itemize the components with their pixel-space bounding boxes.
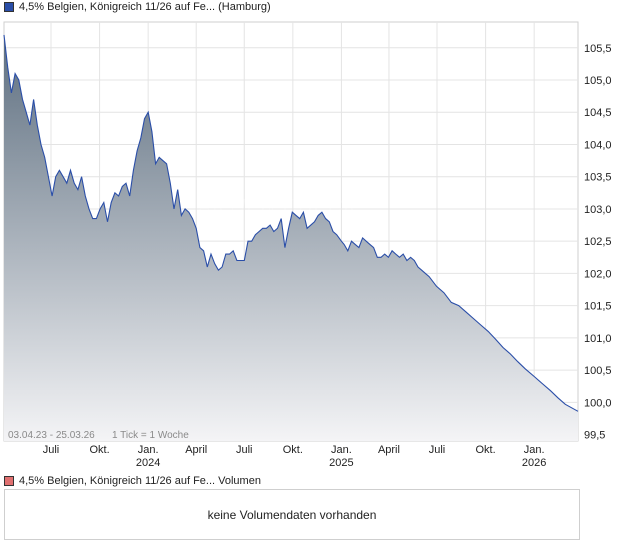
price-area xyxy=(4,34,578,442)
x-year-label: 2025 xyxy=(329,457,353,469)
chart-tick-info: 1 Tick = 1 Woche xyxy=(112,430,189,441)
volume-legend: 4,5% Belgien, Königreich 11/26 auf Fe...… xyxy=(4,474,261,488)
volume-panel: keine Volumendaten vorhanden xyxy=(4,489,580,540)
price-swatch xyxy=(4,2,14,12)
y-tick-label: 102,5 xyxy=(584,236,612,248)
y-tick-label: 102,0 xyxy=(584,268,612,280)
watermark: AKTIEN CHECK xyxy=(197,196,358,218)
price-chart: AKTIEN CHECK 105,5 105,0 104,5 104,0 103,5 10… xyxy=(3,21,612,469)
y-tick-label: 99,5 xyxy=(584,430,605,442)
x-tick-label: April xyxy=(378,444,400,456)
price-legend: 4,5% Belgien, Königreich 11/26 auf Fe...… xyxy=(4,0,271,14)
x-year-label: 2026 xyxy=(522,457,546,469)
y-tick-label: 101,0 xyxy=(584,333,612,345)
x-tick-label: Juli xyxy=(236,444,253,456)
x-year-label: 2024 xyxy=(136,457,160,469)
x-tick-label: Jan. xyxy=(138,444,159,456)
x-tick-label: Juli xyxy=(429,444,446,456)
y-tick-label: 103,5 xyxy=(584,172,612,184)
x-tick-label: April xyxy=(185,444,207,456)
volume-empty-message: keine Volumendaten vorhanden xyxy=(207,507,377,522)
chart-range: 03.04.23 - 25.03.26 xyxy=(8,430,95,441)
y-tick-label: 104,5 xyxy=(584,107,612,119)
x-tick-label: Okt. xyxy=(89,444,109,456)
y-tick-label: 105,5 xyxy=(584,43,612,55)
x-tick-label: Okt. xyxy=(476,444,496,456)
y-tick-label: 101,5 xyxy=(584,301,612,313)
x-tick-label: Okt. xyxy=(283,444,303,456)
y-tick-label: 100,0 xyxy=(584,397,612,409)
y-tick-label: 100,5 xyxy=(584,365,612,377)
volume-swatch xyxy=(4,476,14,486)
y-tick-label: 105,0 xyxy=(584,75,612,87)
x-tick-label: Juli xyxy=(43,444,60,456)
y-tick-label: 103,0 xyxy=(584,204,612,216)
price-legend-label: 4,5% Belgien, Königreich 11/26 auf Fe...… xyxy=(19,1,271,13)
x-tick-label: Jan. xyxy=(331,444,352,456)
x-tick-label: Jan. xyxy=(524,444,545,456)
price-line xyxy=(3,34,579,412)
volume-legend-label: 4,5% Belgien, Königreich 11/26 auf Fe...… xyxy=(19,475,261,487)
y-tick-label: 104,0 xyxy=(584,139,612,151)
